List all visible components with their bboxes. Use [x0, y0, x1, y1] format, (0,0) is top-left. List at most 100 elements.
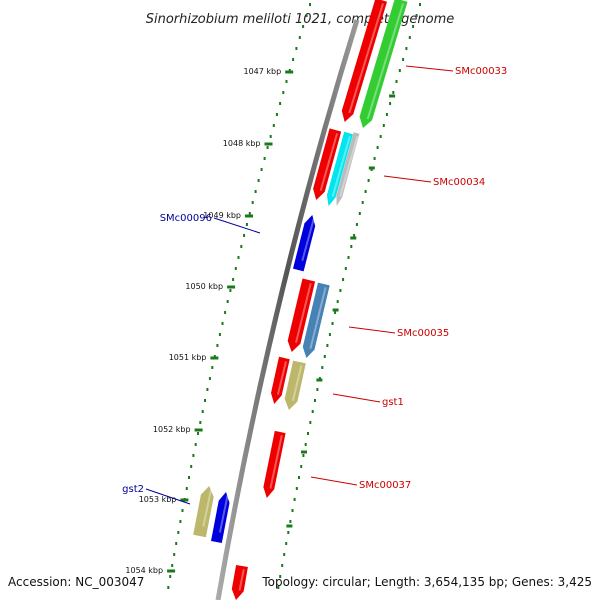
ruler-dot — [353, 234, 356, 237]
gene-label-leader — [213, 217, 261, 234]
ruler-dot — [188, 476, 190, 479]
major-tick — [210, 356, 219, 360]
gene-feature[interactable] — [231, 565, 248, 600]
gene-label[interactable]: gst2 — [122, 484, 144, 495]
ruler-dot — [237, 256, 240, 259]
ruler-dot — [347, 256, 350, 259]
ruler-dot — [169, 575, 172, 578]
gene-label[interactable]: gst1 — [382, 397, 404, 408]
ruler-dot — [305, 14, 308, 17]
ruler-dot — [194, 443, 197, 446]
ruler-dot — [201, 410, 204, 413]
ruler-dot — [175, 542, 178, 545]
ruler-dot — [415, 14, 418, 17]
gene-feature-highlight — [331, 136, 351, 197]
gene-feature[interactable] — [341, 0, 387, 122]
ruler-dot — [171, 564, 174, 567]
gene-label-leader — [310, 476, 358, 486]
ruler-dot — [243, 234, 246, 237]
map-title: Sinorhizobium meliloti 1021, complete ge… — [146, 12, 455, 27]
major-tick — [194, 428, 203, 432]
gene-feature[interactable] — [359, 0, 408, 128]
gene-feature-highlight — [276, 361, 287, 395]
minor-tick — [286, 524, 293, 528]
ruler-dot — [323, 355, 326, 358]
tick-label: 1052 kbp — [153, 425, 191, 434]
ruler-dot — [331, 322, 334, 325]
ruler-dot — [361, 201, 364, 204]
gene-feature[interactable] — [263, 430, 286, 498]
gene-label[interactable]: SMc00037 — [359, 480, 411, 491]
ruler-dot — [382, 124, 385, 127]
ruler-dot — [293, 498, 296, 501]
gene-feature[interactable] — [284, 360, 306, 410]
minor-tick — [316, 378, 323, 382]
ruler-dot — [295, 47, 298, 50]
ruler-dot — [263, 157, 266, 160]
ruler-dot — [309, 421, 312, 424]
ruler-dot — [218, 333, 221, 336]
gene-feature[interactable] — [287, 278, 316, 353]
gene-label[interactable]: SMc00035 — [397, 328, 449, 339]
ruler-dot — [402, 58, 405, 61]
accession-text: Accession: NC_003047 — [8, 575, 144, 589]
tick-label: 1048 kbp — [223, 139, 261, 148]
ruler-dot — [289, 520, 292, 523]
ruler-dot — [208, 377, 211, 380]
ruler-dot — [285, 542, 288, 545]
gene-feature-highlight — [202, 489, 213, 527]
ruler-dot — [385, 113, 388, 116]
ruler-dot — [254, 190, 257, 193]
gene-label-leader — [405, 65, 454, 72]
gene-feature-highlight — [309, 287, 327, 349]
gene-label-leader — [332, 393, 381, 403]
gene-feature[interactable] — [211, 492, 230, 543]
ruler-dot — [395, 80, 398, 83]
ruler-dot — [316, 388, 319, 391]
minor-tick — [368, 166, 375, 170]
gene-feature[interactable] — [336, 132, 360, 206]
ruler-dot — [206, 388, 209, 391]
gene-feature[interactable] — [193, 486, 214, 538]
gene-label-leader — [145, 488, 191, 505]
gene-feature[interactable] — [326, 131, 353, 206]
ruler-dot — [304, 443, 307, 446]
ruler-dot — [342, 278, 345, 281]
major-tick — [180, 498, 189, 502]
ruler-dot — [275, 113, 278, 116]
ruler-dot — [199, 421, 202, 424]
ruler-dot — [339, 289, 342, 292]
ruler-dot — [181, 509, 184, 512]
ruler-dot — [283, 553, 286, 556]
ruler-dot — [408, 36, 411, 39]
gene-label[interactable]: SMc00034 — [433, 177, 485, 188]
ruler-dot — [307, 432, 309, 435]
ruler-dot — [309, 3, 311, 6]
gene-feature[interactable] — [293, 215, 316, 272]
gene-feature[interactable] — [302, 282, 330, 358]
major-tick — [264, 142, 273, 146]
ruler-dot — [185, 487, 188, 490]
gene-feature[interactable] — [313, 128, 342, 200]
gene-label[interactable]: SMc00096 — [160, 213, 212, 224]
ruler-dot — [173, 553, 176, 556]
ruler-dot — [364, 190, 367, 193]
gene-feature-highlight — [295, 283, 312, 343]
ruler-dot — [373, 157, 376, 160]
ruler-dot — [248, 212, 251, 215]
gene-feature-highlight — [291, 365, 303, 401]
gene-feature-highlight — [339, 135, 359, 197]
ruler-dot — [221, 322, 224, 325]
ruler-dot — [266, 146, 269, 149]
ruler-dot — [240, 245, 243, 248]
ruler-dot — [314, 399, 316, 402]
gene-label[interactable]: SMc00033 — [455, 66, 507, 77]
ruler-dot — [281, 564, 284, 567]
tick-label: 1049 kbp — [203, 211, 241, 220]
backbone-layer — [215, 19, 360, 600]
ruler-dot — [292, 58, 295, 61]
gene-feature[interactable] — [271, 356, 290, 404]
ruler-dot — [344, 267, 347, 270]
